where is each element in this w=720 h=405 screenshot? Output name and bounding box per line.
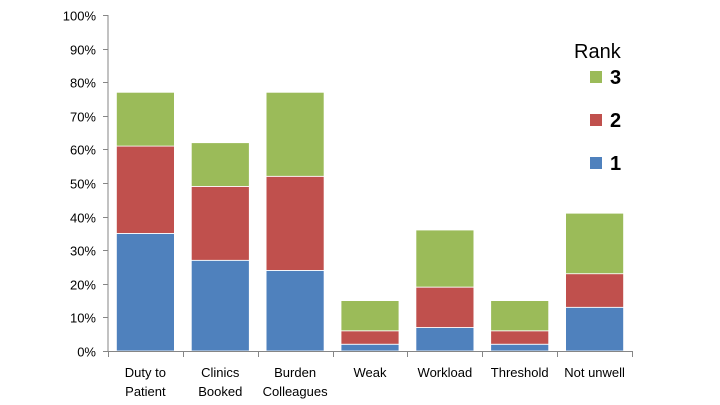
bar-segment-rank-2 — [340, 330, 400, 345]
x-category-label: Clinics Booked — [198, 365, 242, 399]
bar-segment-rank-3 — [190, 142, 250, 187]
x-category-label-line: Duty to — [125, 365, 166, 380]
legend-title: Rank — [574, 41, 622, 63]
x-category-label-line: Workload — [418, 365, 473, 380]
y-tick-label: 100% — [63, 9, 97, 24]
legend-label-rank-2: 2 — [610, 110, 621, 132]
bar-segment-rank-3 — [265, 91, 325, 177]
legend-label-rank-1: 1 — [610, 153, 621, 175]
y-tick-label: 50% — [70, 177, 96, 192]
y-tick-label: 80% — [70, 76, 96, 91]
legend-swatch-rank-2 — [590, 114, 602, 126]
x-category-label-line: Colleagues — [263, 384, 329, 399]
bar-segment-rank-1 — [565, 306, 624, 352]
bar-segment-rank-2 — [565, 273, 624, 308]
y-tick-label: 90% — [70, 43, 96, 58]
bar-segment-rank-3 — [116, 91, 175, 147]
bar-segment-rank-1 — [490, 343, 550, 352]
x-category-label: Threshold — [491, 365, 549, 380]
legend: Rank 3 2 1 — [574, 41, 622, 175]
x-category-label-line: Patient — [125, 384, 166, 399]
x-category-label-line: Burden — [274, 365, 316, 380]
x-category-label-line: Not unwell — [564, 365, 625, 380]
bar-segment-rank-2 — [490, 330, 550, 345]
bar-segment-rank-1 — [415, 327, 475, 352]
x-category-label: Duty to Patient — [125, 365, 166, 399]
x-category-label: Not unwell — [564, 365, 625, 380]
x-category-label-line: Weak — [354, 365, 387, 380]
y-axis: 0% 10% 20% 30% 40% 50% 60% 70% 80% 90% 100% — [63, 9, 109, 360]
bar-segment-rank-3 — [490, 300, 550, 332]
x-axis: Duty to Patient Clinics Booked Burden Colleag… — [108, 351, 633, 399]
x-category-label: Burden Colleagues — [263, 365, 329, 399]
legend-swatch-rank-3 — [590, 71, 602, 83]
bar-segment-rank-2 — [190, 185, 250, 261]
y-tick-label: 10% — [70, 311, 96, 326]
bar-segment-rank-3 — [415, 229, 475, 288]
bar-segment-rank-2 — [265, 175, 325, 271]
bar-segment-rank-1 — [116, 232, 175, 352]
x-category-label-line: Clinics — [201, 365, 240, 380]
bar-segment-rank-1 — [340, 343, 400, 352]
y-tick-label: 60% — [70, 143, 96, 158]
legend-swatch-rank-1 — [590, 157, 602, 169]
y-tick-label: 70% — [70, 110, 96, 125]
bar-segment-rank-2 — [415, 286, 475, 328]
x-category-label: Workload — [418, 365, 473, 380]
x-category-label: Weak — [354, 365, 387, 380]
y-tick-label: 40% — [70, 211, 96, 226]
y-tick-label: 20% — [70, 278, 96, 293]
bar-segment-rank-1 — [190, 259, 250, 352]
x-category-label-line: Booked — [198, 384, 242, 399]
bar-segment-rank-3 — [565, 212, 624, 275]
bars — [116, 91, 624, 352]
y-tick-label: 30% — [70, 244, 96, 259]
bar-segment-rank-2 — [116, 145, 175, 234]
bar-segment-rank-3 — [340, 300, 400, 332]
legend-label-rank-3: 3 — [610, 67, 621, 89]
x-category-label-line: Threshold — [491, 365, 549, 380]
y-tick-label: 0% — [77, 345, 96, 360]
bar-segment-rank-1 — [265, 269, 325, 352]
